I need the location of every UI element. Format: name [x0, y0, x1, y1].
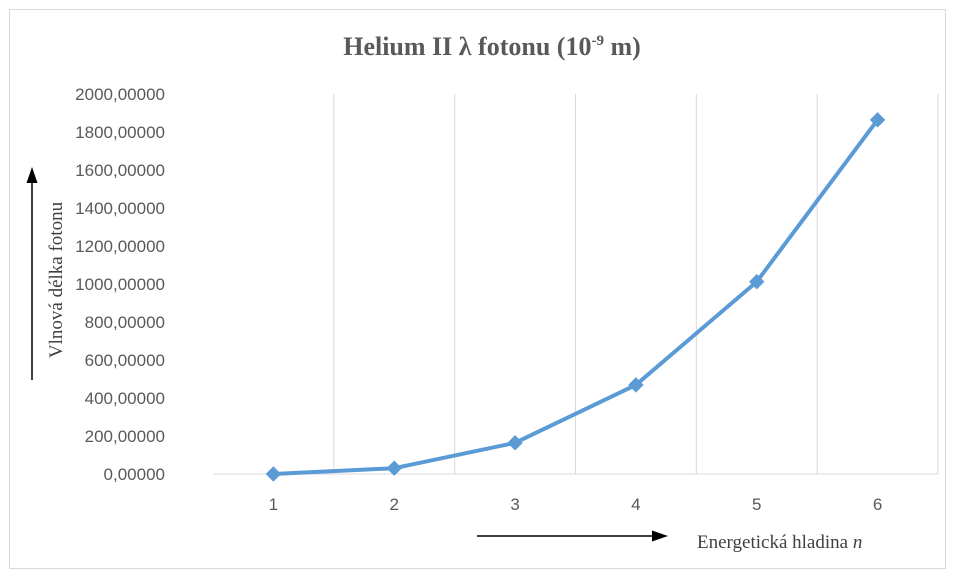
x-tick-label: 6	[873, 495, 882, 514]
y-tick-label: 600,00000	[85, 351, 165, 370]
series-line	[271, 117, 880, 476]
x-tick-label: 2	[390, 495, 399, 514]
data-point-marker	[386, 460, 402, 476]
x-tick-labels: 1 2 3 4 5 6	[269, 495, 883, 514]
y-tick-label: 0,00000	[104, 465, 165, 484]
x-axis-label: Energetická hladina n	[697, 532, 862, 553]
x-tick-label: 3	[510, 495, 519, 514]
gridlines	[333, 94, 939, 474]
y-axis-arrow-head	[26, 167, 38, 183]
data-point-marker	[265, 466, 282, 482]
series-markers	[265, 112, 886, 482]
y-tick-label: 2000,00000	[75, 85, 165, 104]
data-point-marker	[869, 112, 886, 128]
chart-border	[9, 9, 946, 569]
x-tick-label: 4	[631, 495, 640, 514]
x-tick-label: 1	[269, 495, 278, 514]
y-axis-label: Vlnová délka fotonu	[46, 201, 67, 358]
y-tick-label: 1200,00000	[75, 237, 165, 256]
chart-title: Helium II λ fotonu (10-9 m)	[343, 32, 641, 61]
data-point-marker	[628, 377, 644, 393]
y-tick-label: 1400,00000	[75, 199, 165, 218]
y-tick-labels: 0,00000 200,00000 400,00000 600,00000 800,00…	[75, 85, 165, 484]
y-tick-label: 200,00000	[85, 427, 165, 446]
y-tick-label: 1000,00000	[75, 275, 165, 294]
y-tick-label: 1800,00000	[75, 123, 165, 142]
x-axis-label-variable: n	[853, 532, 863, 553]
y-tick-label: 1600,00000	[75, 161, 165, 180]
y-tick-label: 800,00000	[85, 313, 165, 332]
data-point-marker	[507, 435, 523, 451]
chart-title-suffix: m)	[604, 32, 641, 61]
x-tick-label: 5	[752, 495, 761, 514]
x-axis-arrow-head	[652, 530, 668, 542]
data-point-marker	[749, 274, 765, 290]
chart-title-superscript: -9	[591, 33, 604, 49]
y-tick-label: 400,00000	[85, 389, 165, 408]
